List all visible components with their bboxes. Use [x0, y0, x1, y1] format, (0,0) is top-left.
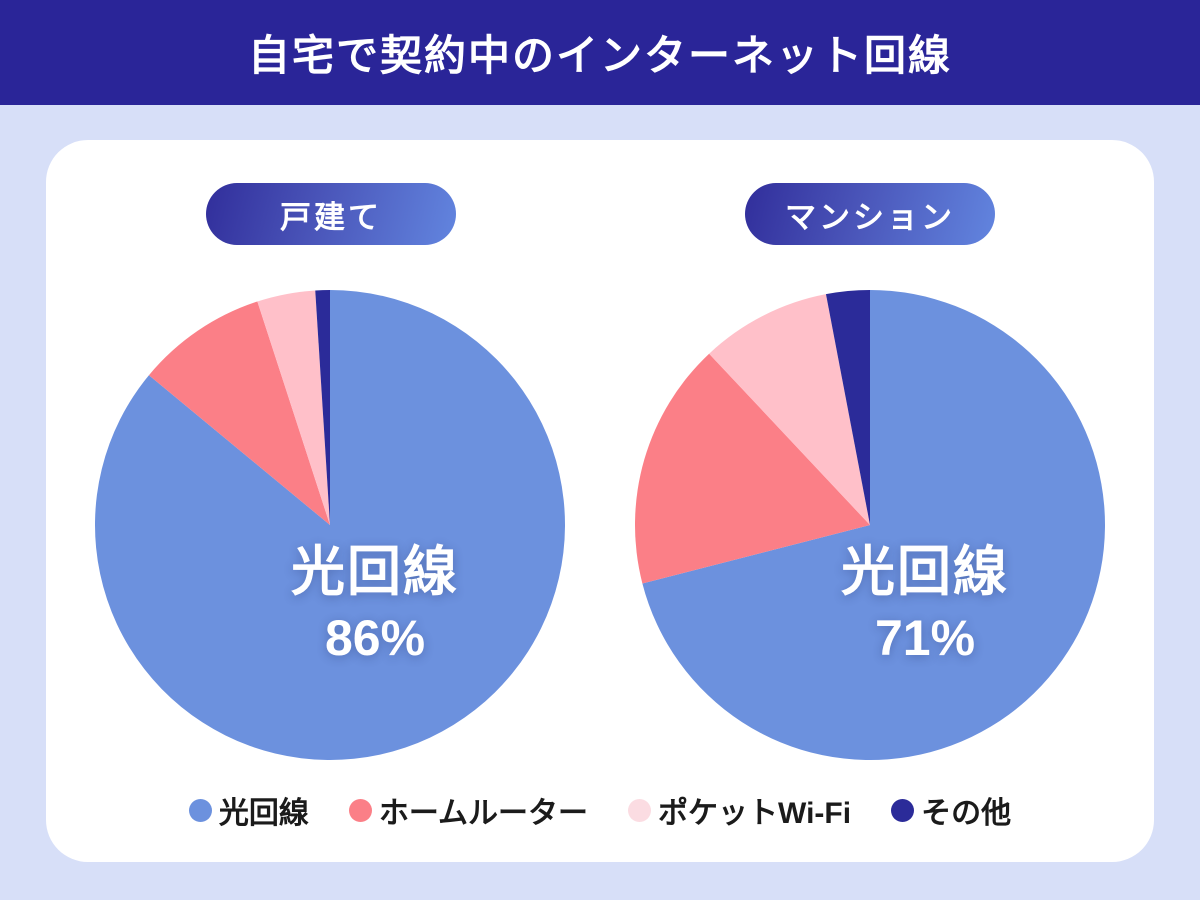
- header-banner: 自宅で契約中のインターネット回線: [0, 0, 1200, 105]
- pie-slice-ポケットWi-Fi: [709, 294, 870, 525]
- pie-slice-光回線: [95, 290, 565, 760]
- legend-item-other: その他: [891, 788, 1011, 832]
- legend-swatch-pocket-wifi: [628, 798, 652, 822]
- legend-label-pocket-wifi: ポケットWi-Fi: [658, 797, 852, 830]
- pie-slice-ポケットWi-Fi: [257, 290, 330, 525]
- pie-top-category-name: 光回線: [291, 542, 459, 602]
- legend-item-fiber: 光回線: [188, 788, 309, 832]
- badge-detached-house-label: 戸建て: [280, 199, 382, 235]
- legend-swatch-fiber: [188, 798, 212, 822]
- chart-card: 戸建て マンション 光回線 86% 光回線 71% 光回線 ホームルーター ポケ…: [46, 140, 1154, 862]
- badge-apartment: マンション: [745, 183, 995, 245]
- pie-top-category-percent: 71%: [874, 610, 976, 666]
- badge-detached-house: 戸建て: [206, 183, 456, 245]
- legend-label-home-router: ホームルーター: [378, 797, 589, 830]
- pie-slice-光回線: [642, 290, 1105, 760]
- pie-slice-その他: [315, 290, 330, 525]
- pie-top-category-percent: 86%: [324, 610, 426, 666]
- pie-top-category-name: 光回線: [841, 542, 1009, 602]
- badge-apartment-label: マンション: [785, 199, 955, 235]
- legend-label-fiber: 光回線: [218, 797, 309, 830]
- pie-slice-ホームルーター: [148, 301, 330, 525]
- legend: 光回線 ホームルーター ポケットWi-Fi その他: [46, 788, 1154, 832]
- pie-chart-detached-house: 光回線 86%: [95, 290, 565, 760]
- legend-label-other: その他: [921, 797, 1012, 830]
- legend-swatch-other: [891, 798, 915, 822]
- pie-chart-apartment: 光回線 71%: [635, 290, 1105, 760]
- pie-slice-その他: [825, 290, 870, 525]
- legend-item-pocket-wifi: ポケットWi-Fi: [628, 788, 851, 832]
- pie-center-label-detached: 光回線 86%: [291, 540, 459, 672]
- pie-slice-ホームルーター: [635, 353, 870, 584]
- pie-center-label-apartment: 光回線 71%: [841, 540, 1009, 672]
- legend-item-home-router: ホームルーター: [348, 788, 589, 832]
- page-title: 自宅で契約中のインターネット回線: [247, 32, 952, 79]
- legend-swatch-home-router: [348, 798, 372, 822]
